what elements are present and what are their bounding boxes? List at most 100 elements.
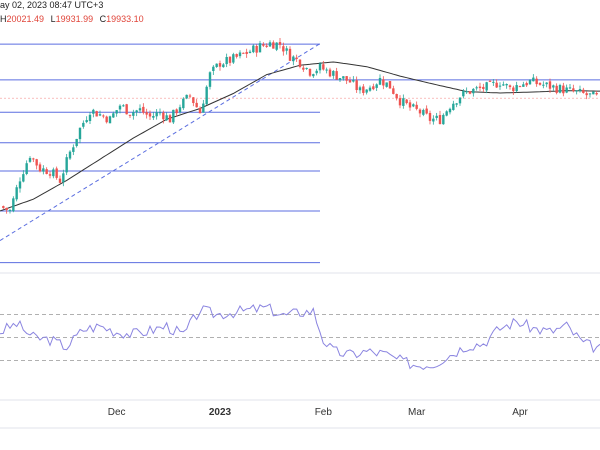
candle-body (108, 116, 112, 124)
ohlc-low-value: 19931.99 (55, 14, 94, 24)
candle-body (375, 84, 378, 88)
candle-body (102, 115, 105, 117)
candle-body (532, 77, 535, 82)
x-axis-tick-label: Mar (408, 407, 426, 418)
candle-body (488, 80, 492, 82)
candle-body (192, 97, 195, 104)
candle-body (135, 110, 138, 113)
candle-body (432, 118, 435, 122)
candle-body (318, 63, 322, 71)
ohlc-high-value: 20021.49 (6, 14, 45, 24)
candle-body (505, 83, 508, 86)
candle-body (22, 174, 25, 182)
candle-body (235, 54, 238, 57)
candle-body (468, 91, 472, 94)
candle-body (388, 81, 392, 89)
candle-body (18, 181, 22, 189)
candle-body (118, 105, 122, 110)
candle-body (68, 151, 72, 159)
candle-body (95, 111, 98, 117)
candle-body (458, 97, 462, 104)
candle-body (115, 110, 118, 114)
candle-body (232, 54, 235, 63)
candle-body (562, 85, 565, 94)
candle-body (188, 95, 192, 97)
candle-body (315, 70, 318, 74)
candle-body (168, 115, 172, 123)
candle-body (295, 57, 298, 59)
candle-body (25, 163, 28, 174)
candle-body (262, 44, 265, 46)
candle-body (228, 56, 232, 63)
candle-body (508, 85, 512, 88)
candle-body (62, 173, 65, 183)
candle-body (335, 71, 338, 80)
candle-body (215, 63, 218, 67)
candle-body (45, 169, 48, 174)
ohlc-high-label: H (0, 14, 7, 24)
candle-body (408, 102, 412, 108)
candle-body (288, 48, 292, 61)
candle-body (98, 114, 102, 116)
candle-body (128, 114, 132, 116)
candle-body (245, 51, 248, 54)
candle-body (265, 45, 268, 47)
candle-body (105, 116, 108, 123)
candle-body (15, 187, 18, 200)
candle-body (342, 76, 345, 79)
candle-body (52, 169, 55, 177)
candle-body (145, 112, 148, 115)
candle-body (75, 138, 78, 147)
candle-body (548, 81, 552, 89)
candle-body (515, 85, 518, 92)
candle-body (178, 107, 182, 113)
candle-body (195, 102, 198, 108)
candle-body (465, 91, 468, 93)
candle-body (255, 45, 258, 53)
ohlc-close-value: 19933.10 (106, 14, 144, 24)
candle-body (495, 82, 498, 88)
candle-body (198, 107, 202, 114)
candle-body (462, 90, 465, 97)
candle-body (542, 84, 545, 86)
x-axis-tick-label: Feb (315, 407, 333, 418)
candle-body (312, 74, 315, 77)
candle-body (305, 67, 308, 69)
candle-body (72, 147, 75, 152)
candle-body (138, 108, 142, 111)
chart-header-datetime: ay 02, 2023 08:47 UTC+3 (0, 0, 104, 10)
candle-body (358, 87, 362, 91)
ohlc-close-label: C (99, 14, 107, 24)
rsi-line (0, 303, 600, 371)
candle-body (185, 94, 188, 99)
candle-body (302, 67, 305, 70)
candle-body (35, 159, 38, 166)
candle-body (475, 87, 478, 89)
candle-body (365, 89, 368, 93)
candle-body (438, 115, 442, 125)
candle-body (202, 103, 205, 113)
candle-body (142, 106, 145, 113)
candle-body (122, 105, 125, 107)
candle-body (565, 87, 568, 93)
candle-body (308, 68, 312, 76)
candle-body (132, 112, 135, 116)
candle-body (382, 79, 385, 86)
candle-body (32, 158, 35, 160)
candle-body (558, 85, 562, 93)
candle-body (512, 87, 515, 92)
candle-body (152, 116, 155, 118)
candle-body (208, 72, 212, 87)
candle-body (452, 103, 455, 110)
candle-body (272, 42, 275, 49)
candle-body (148, 113, 152, 117)
moving-average-line (0, 61, 600, 212)
candle-body (588, 93, 592, 95)
candle-body (528, 80, 532, 85)
candle-body (78, 127, 82, 140)
candle-body (205, 86, 208, 105)
candle-body (545, 82, 548, 85)
candle-body (525, 83, 528, 86)
candle-body (392, 88, 395, 94)
